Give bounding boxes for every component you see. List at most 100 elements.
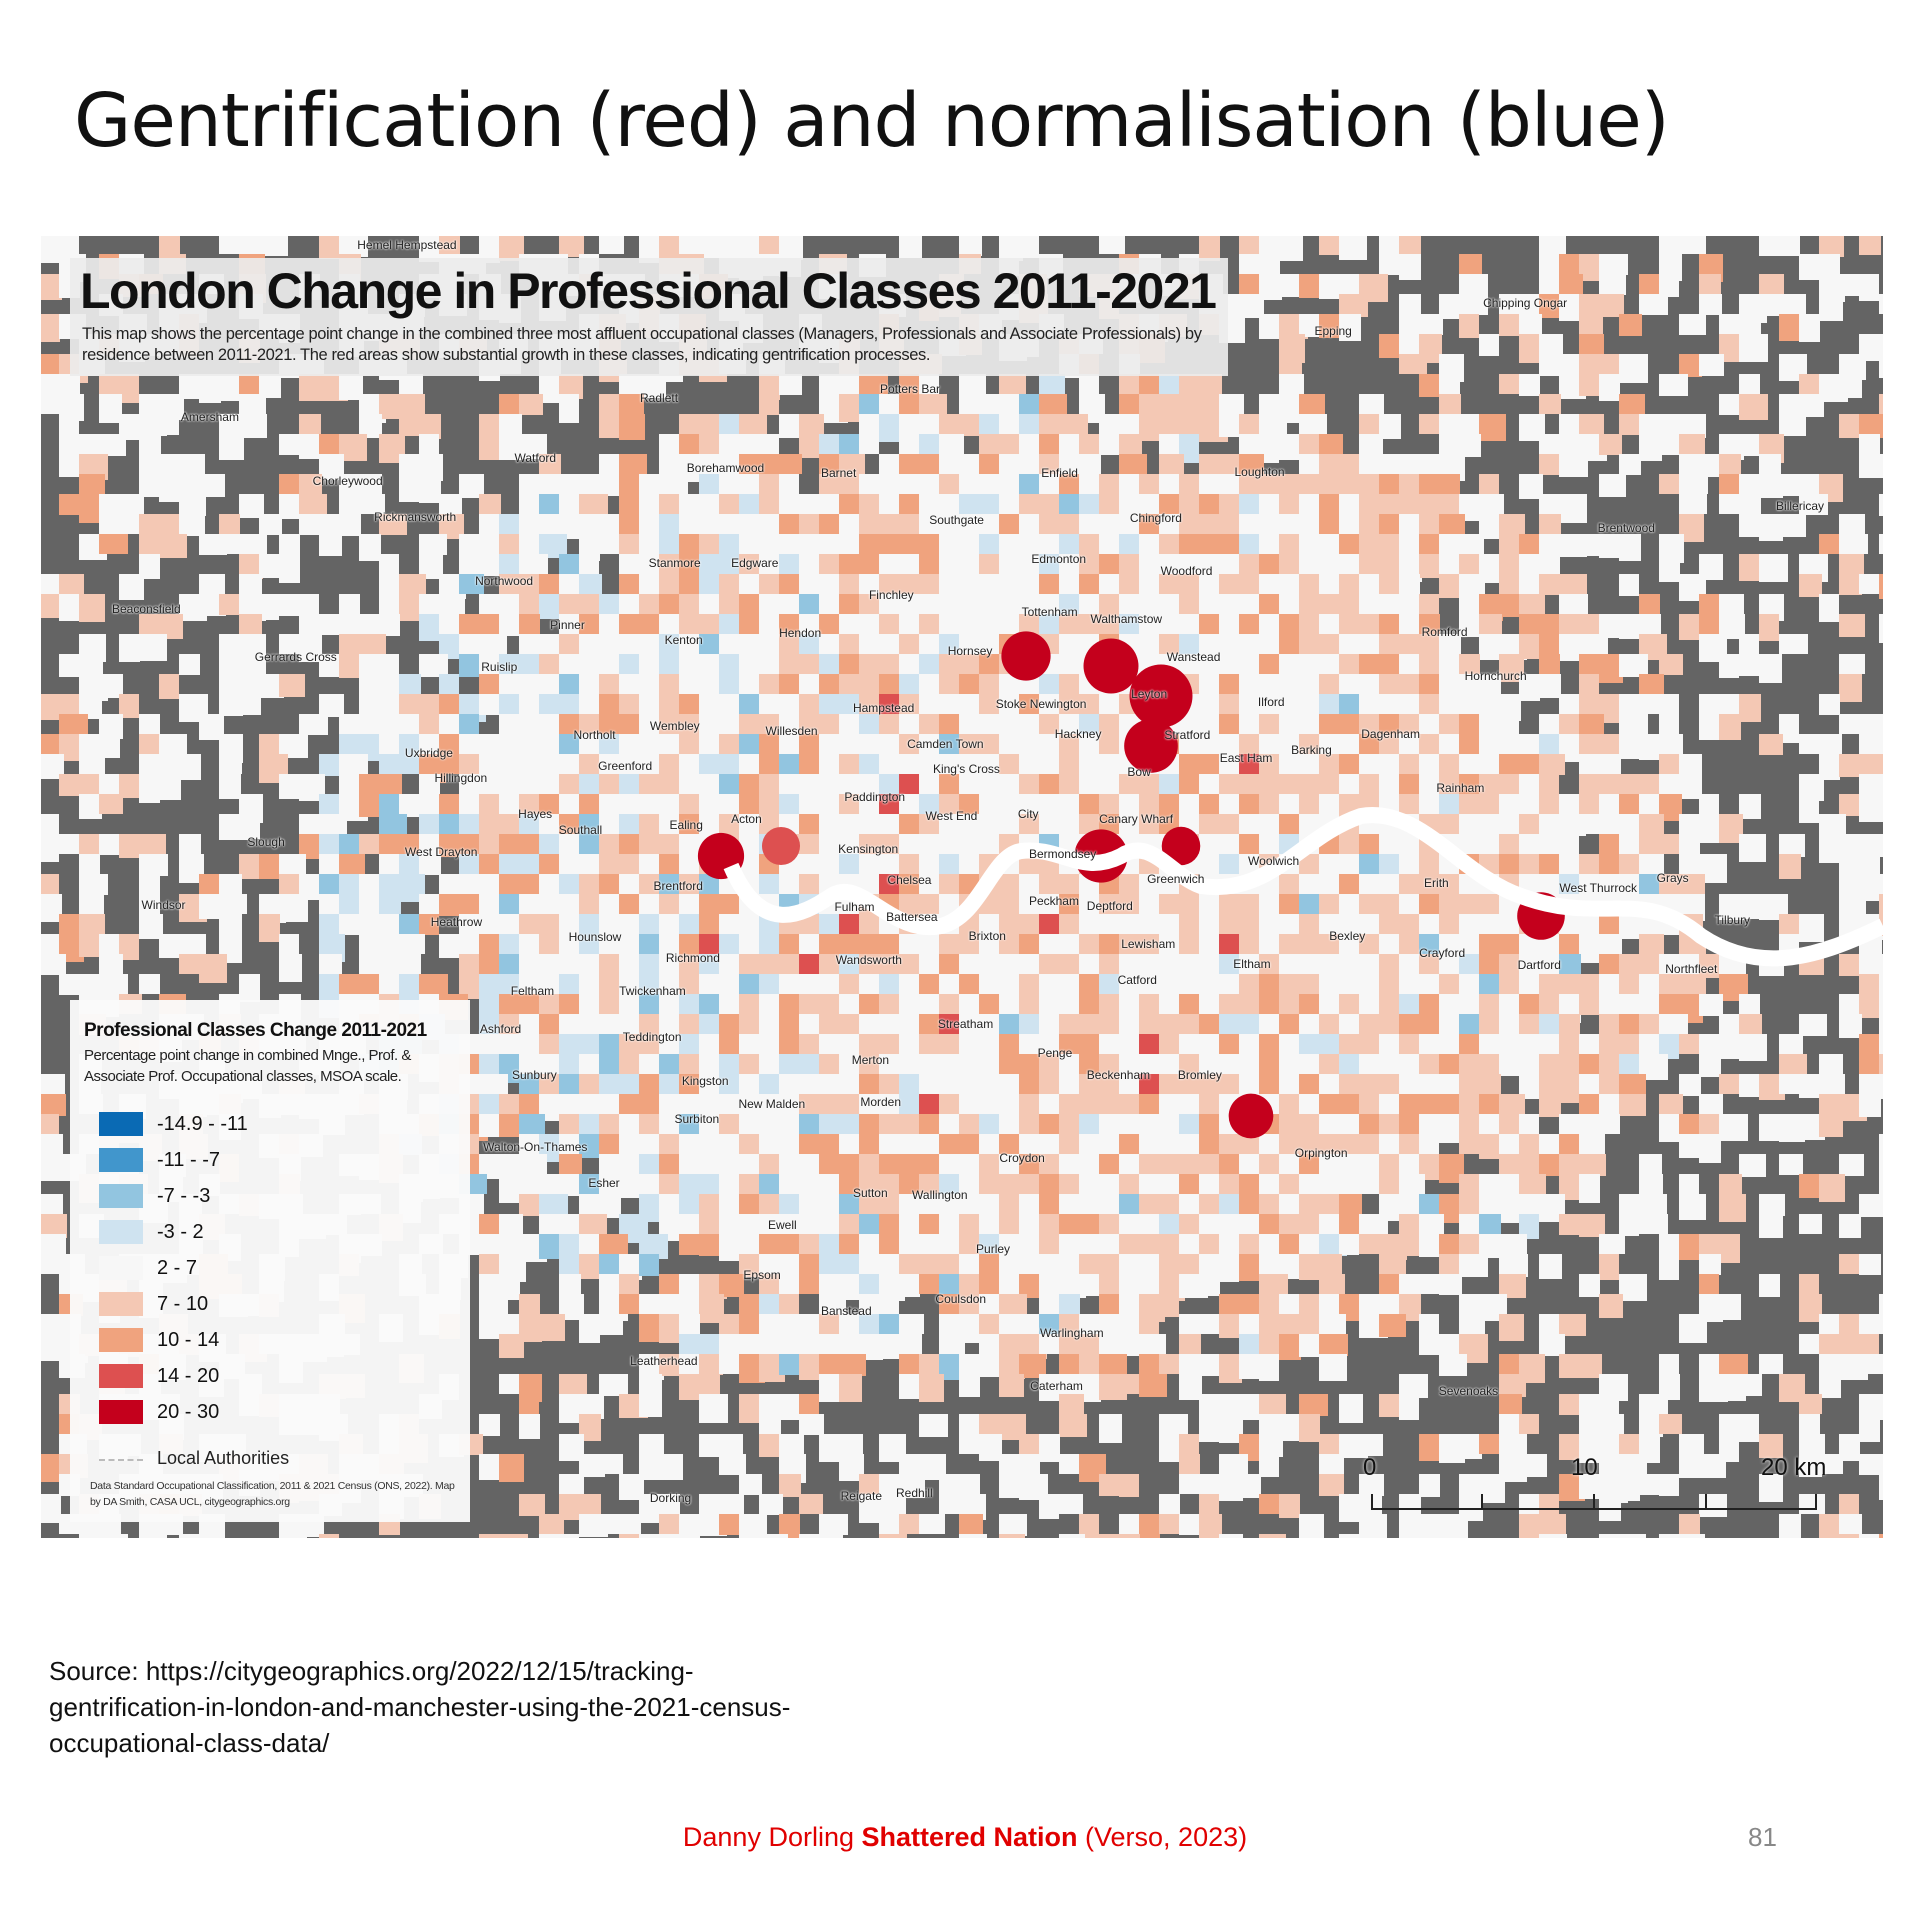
msoa-area [1359, 854, 1381, 879]
msoa-area [499, 1374, 519, 1394]
msoa-area [1859, 1094, 1881, 1117]
msoa-area [1479, 714, 1499, 740]
msoa-area [1159, 374, 1180, 395]
msoa-area [419, 774, 440, 799]
msoa-area [1819, 594, 1839, 622]
msoa-area [879, 874, 900, 897]
msoa-area [1599, 954, 1621, 976]
msoa-area [1879, 1054, 1883, 1077]
msoa-area [319, 236, 345, 259]
msoa-area [1439, 514, 1465, 537]
msoa-area [799, 1494, 823, 1514]
scale-tick [1815, 1494, 1817, 1508]
msoa-area [1619, 1094, 1646, 1116]
place-label: Walthamstow [1090, 612, 1163, 627]
msoa-area [1499, 594, 1519, 617]
msoa-area [419, 594, 441, 618]
msoa-area [779, 1394, 802, 1420]
msoa-area [359, 534, 381, 561]
msoa-area [899, 374, 919, 395]
msoa-area [1419, 634, 1442, 656]
msoa-area [919, 774, 941, 796]
msoa-area [41, 734, 62, 754]
msoa-area [419, 434, 439, 456]
msoa-area [1199, 814, 1223, 834]
msoa-area [439, 794, 459, 820]
msoa-area [1099, 1474, 1122, 1496]
msoa-area [1379, 414, 1401, 439]
msoa-area [599, 534, 622, 554]
msoa-area [739, 1134, 761, 1154]
msoa-area [659, 634, 684, 657]
msoa-area [1339, 1114, 1359, 1136]
msoa-area [959, 236, 982, 256]
msoa-area [1839, 614, 1865, 637]
msoa-area [1279, 474, 1300, 499]
msoa-area [1299, 694, 1322, 716]
msoa-area [959, 614, 985, 634]
msoa-area [1759, 1274, 1780, 1297]
msoa-area [1619, 814, 1640, 838]
msoa-area [1459, 994, 1481, 1014]
msoa-area [979, 434, 1003, 455]
msoa-area [1339, 1494, 1360, 1522]
msoa-area [639, 914, 659, 937]
msoa-area [1759, 654, 1782, 683]
msoa-area [1519, 534, 1544, 557]
msoa-area [639, 1314, 662, 1342]
msoa-area [1139, 1374, 1167, 1397]
msoa-area [1219, 474, 1244, 496]
msoa-area [259, 374, 281, 398]
msoa-area [41, 1254, 61, 1274]
legend-swatch [99, 1400, 143, 1424]
msoa-area [719, 1174, 742, 1197]
msoa-area [1539, 634, 1560, 659]
msoa-area [139, 634, 167, 661]
msoa-area [939, 614, 964, 636]
msoa-area [1679, 474, 1708, 494]
msoa-area [1659, 474, 1682, 494]
msoa-area [1379, 594, 1404, 617]
legend-label: -11 - -7 [157, 1149, 220, 1171]
msoa-area [979, 394, 1005, 416]
place-label: Edmonton [1031, 552, 1087, 566]
place-label: Hampstead [852, 700, 915, 715]
msoa-area [1339, 1054, 1359, 1076]
msoa-area [1539, 1514, 1566, 1534]
msoa-area [1379, 1254, 1406, 1277]
msoa-area [1579, 714, 1604, 737]
msoa-area [1259, 254, 1280, 274]
msoa-area [1079, 594, 1103, 615]
msoa-area [679, 714, 701, 735]
msoa-area [1319, 1314, 1346, 1334]
msoa-area [59, 774, 84, 796]
place-label: Chipping Ongar [1483, 296, 1568, 310]
msoa-area [1719, 1194, 1746, 1222]
msoa-area [139, 974, 160, 994]
msoa-area [879, 814, 899, 836]
msoa-area [1079, 714, 1100, 736]
msoa-area [399, 934, 425, 954]
msoa-area [459, 894, 482, 916]
msoa-area [539, 854, 559, 878]
msoa-area [41, 394, 64, 414]
msoa-area [1339, 1234, 1359, 1255]
msoa-area [1679, 1314, 1707, 1343]
msoa-area [1579, 794, 1600, 815]
msoa-area [99, 954, 123, 974]
msoa-area [779, 454, 802, 474]
msoa-area [239, 854, 261, 879]
msoa-area [1679, 814, 1701, 836]
msoa-area [1499, 1094, 1525, 1114]
msoa-area [299, 374, 319, 401]
msoa-area [1139, 614, 1159, 635]
msoa-area [479, 1414, 500, 1436]
msoa-area [1499, 1054, 1520, 1076]
msoa-area [619, 694, 640, 716]
place-label: Purley [976, 1242, 1011, 1257]
msoa-area [239, 374, 259, 394]
msoa-area [719, 1274, 744, 1297]
msoa-area [1399, 574, 1420, 598]
msoa-area [819, 1514, 848, 1535]
place-label: Southgate [929, 512, 984, 527]
